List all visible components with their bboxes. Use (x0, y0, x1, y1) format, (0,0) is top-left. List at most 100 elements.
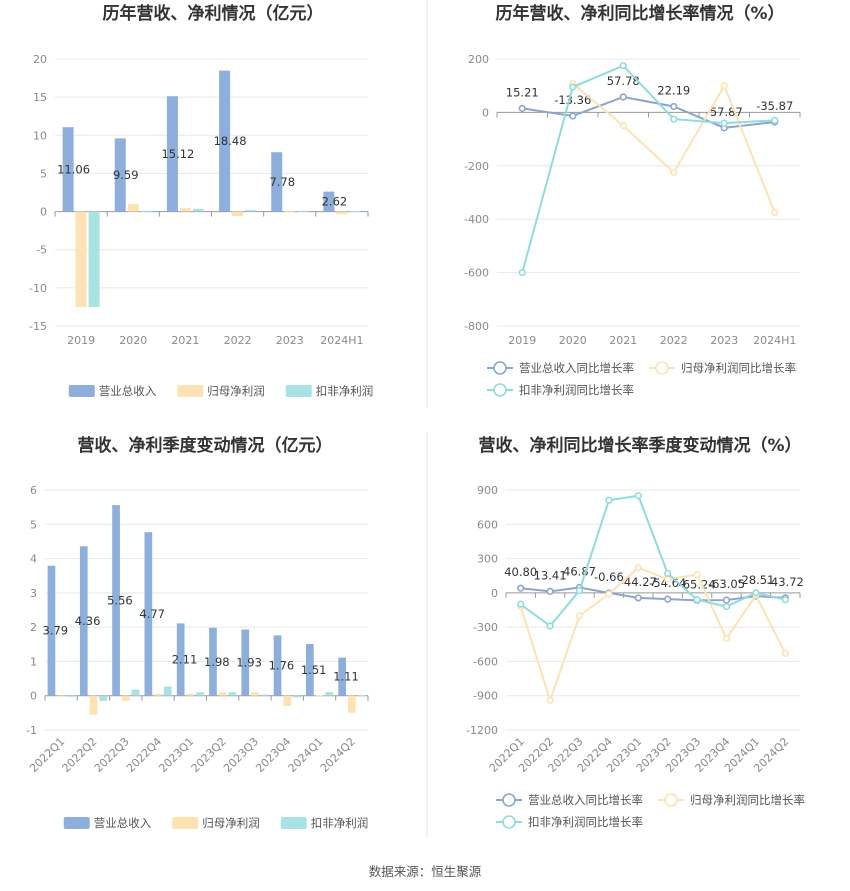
x-tick-label: 2023Q2 (189, 735, 229, 775)
y-tick-label: -800 (464, 320, 489, 333)
chart-title: 营收、净利季度变动情况（亿元） (78, 435, 333, 456)
x-tick-label: 2022 (660, 334, 688, 347)
data-source: 数据来源：恒生聚源 (369, 864, 482, 879)
data-point (781, 596, 789, 604)
bar-parent-profit (315, 695, 324, 697)
legend-marker (502, 815, 516, 829)
bar-revenue (241, 629, 250, 696)
data-label: -44.27 (620, 575, 657, 589)
data-label: 7.78 (269, 175, 295, 189)
data-label: 1.93 (236, 656, 262, 670)
data-point (546, 696, 554, 704)
data-label: 2.11 (172, 653, 198, 667)
x-tick-label: 2020 (559, 334, 587, 347)
legend-label: 营业总收入同比增长率 (528, 793, 643, 807)
data-point (517, 584, 525, 592)
data-label: -65.24 (679, 577, 716, 591)
chart-3: 营收、净利季度变动情况（亿元）-101234562022Q12022Q22022… (26, 435, 369, 830)
x-tick-label: 2022Q1 (27, 735, 67, 775)
legend-label: 归母净利润 (207, 384, 265, 398)
y-tick-label: -10 (29, 282, 47, 295)
bar-revenue (47, 565, 56, 696)
data-label: 1.11 (333, 670, 359, 684)
data-label: -28.51 (737, 573, 774, 587)
x-tick-label: 2022Q2 (60, 735, 100, 775)
x-tick-label: 2023Q1 (156, 735, 196, 775)
data-label: -35.87 (756, 99, 793, 113)
bar-parent-profit (283, 695, 292, 706)
data-point (670, 115, 678, 123)
legend-swatch (172, 817, 199, 829)
data-label: 13.41 (534, 568, 567, 582)
data-point (693, 596, 701, 604)
y-tick-label: 300 (477, 553, 498, 566)
bar-deducted-profit (260, 694, 269, 696)
legend-label: 营业总收入同比增长率 (519, 361, 634, 375)
y-tick-label: 3 (30, 587, 37, 600)
data-point (670, 168, 678, 177)
bar-deducted-profit (88, 211, 100, 307)
bar-deducted-profit (192, 208, 204, 212)
data-label: -13.36 (554, 93, 591, 107)
legend-marker (664, 793, 678, 807)
bar-revenue (323, 191, 335, 212)
chart-1: 历年营收、净利情况（亿元） -15 -10 -5 0 5 10 15 20 2019 2020 202… (29, 3, 373, 398)
data-point (575, 586, 584, 595)
bar-parent-profit (179, 208, 191, 212)
data-label: -43.72 (767, 575, 804, 589)
bar-parent-profit (127, 203, 139, 212)
data-label: -0.66 (594, 570, 624, 584)
bar-deducted-profit (297, 210, 309, 212)
data-label: 18.48 (214, 134, 247, 148)
x-tick-label: 2024H1 (753, 334, 796, 347)
legend-marker (493, 383, 507, 397)
data-point (664, 575, 672, 583)
data-label: 4.36 (75, 614, 101, 628)
legend-label: 扣非净利润 (316, 384, 374, 398)
y-tick-label: 0 (491, 587, 498, 600)
data-point (722, 634, 731, 643)
bar-parent-profit (121, 695, 130, 701)
data-point (605, 590, 613, 598)
data-point (634, 594, 642, 602)
data-point (619, 122, 627, 130)
bar-revenue (338, 657, 347, 696)
y-tick-label: 900 (477, 484, 498, 497)
data-point (569, 83, 577, 91)
data-point (634, 564, 642, 572)
data-label: 40.80 (504, 565, 537, 579)
bar-parent-profit (218, 692, 227, 696)
y-tick-label: -15 (29, 320, 47, 333)
legend-marker (655, 361, 669, 375)
chart-title: 营收、净利同比增长率季度变动情况（%） (478, 435, 801, 456)
bar-deducted-profit (245, 210, 257, 212)
bar-revenue (271, 152, 283, 212)
y-tick-label: -200 (464, 160, 489, 173)
bar-parent-profit (284, 210, 296, 212)
bar-deducted-profit (357, 695, 366, 697)
data-point (664, 569, 672, 578)
legend-label: 归母净利润 (202, 816, 260, 830)
bar-revenue (112, 505, 120, 696)
bar-revenue (79, 546, 88, 696)
y-tick-label: 10 (33, 129, 47, 142)
bar-deducted-profit (349, 211, 361, 213)
data-point (664, 595, 672, 603)
x-tick-label: 2023Q4 (253, 735, 293, 775)
x-tick-label: 2019 (67, 334, 95, 347)
data-point (569, 112, 577, 120)
x-tick-label: 2024Q2 (318, 735, 358, 775)
series-line (520, 494, 786, 628)
y-tick-label: 0 (30, 690, 37, 703)
chart-title: 历年营收、净利情况（亿元） (103, 3, 324, 24)
data-label: 5.56 (107, 593, 133, 607)
y-tick-label: -1200 (466, 724, 498, 737)
chart-title: 历年营收、净利同比增长率情况（%） (495, 3, 784, 24)
data-point (517, 600, 525, 608)
chart-2: 历年营收、净利同比增长率情况（%） -800 -600 -400 -200 0 200 201… (464, 3, 801, 397)
bar-revenue (144, 532, 153, 696)
series-line (519, 566, 787, 704)
y-tick-label: 0 (40, 206, 47, 219)
chart-4: 营收、净利同比增长率季度变动情况（%） -1200 -900 -600 -300 0 300… (466, 435, 805, 829)
